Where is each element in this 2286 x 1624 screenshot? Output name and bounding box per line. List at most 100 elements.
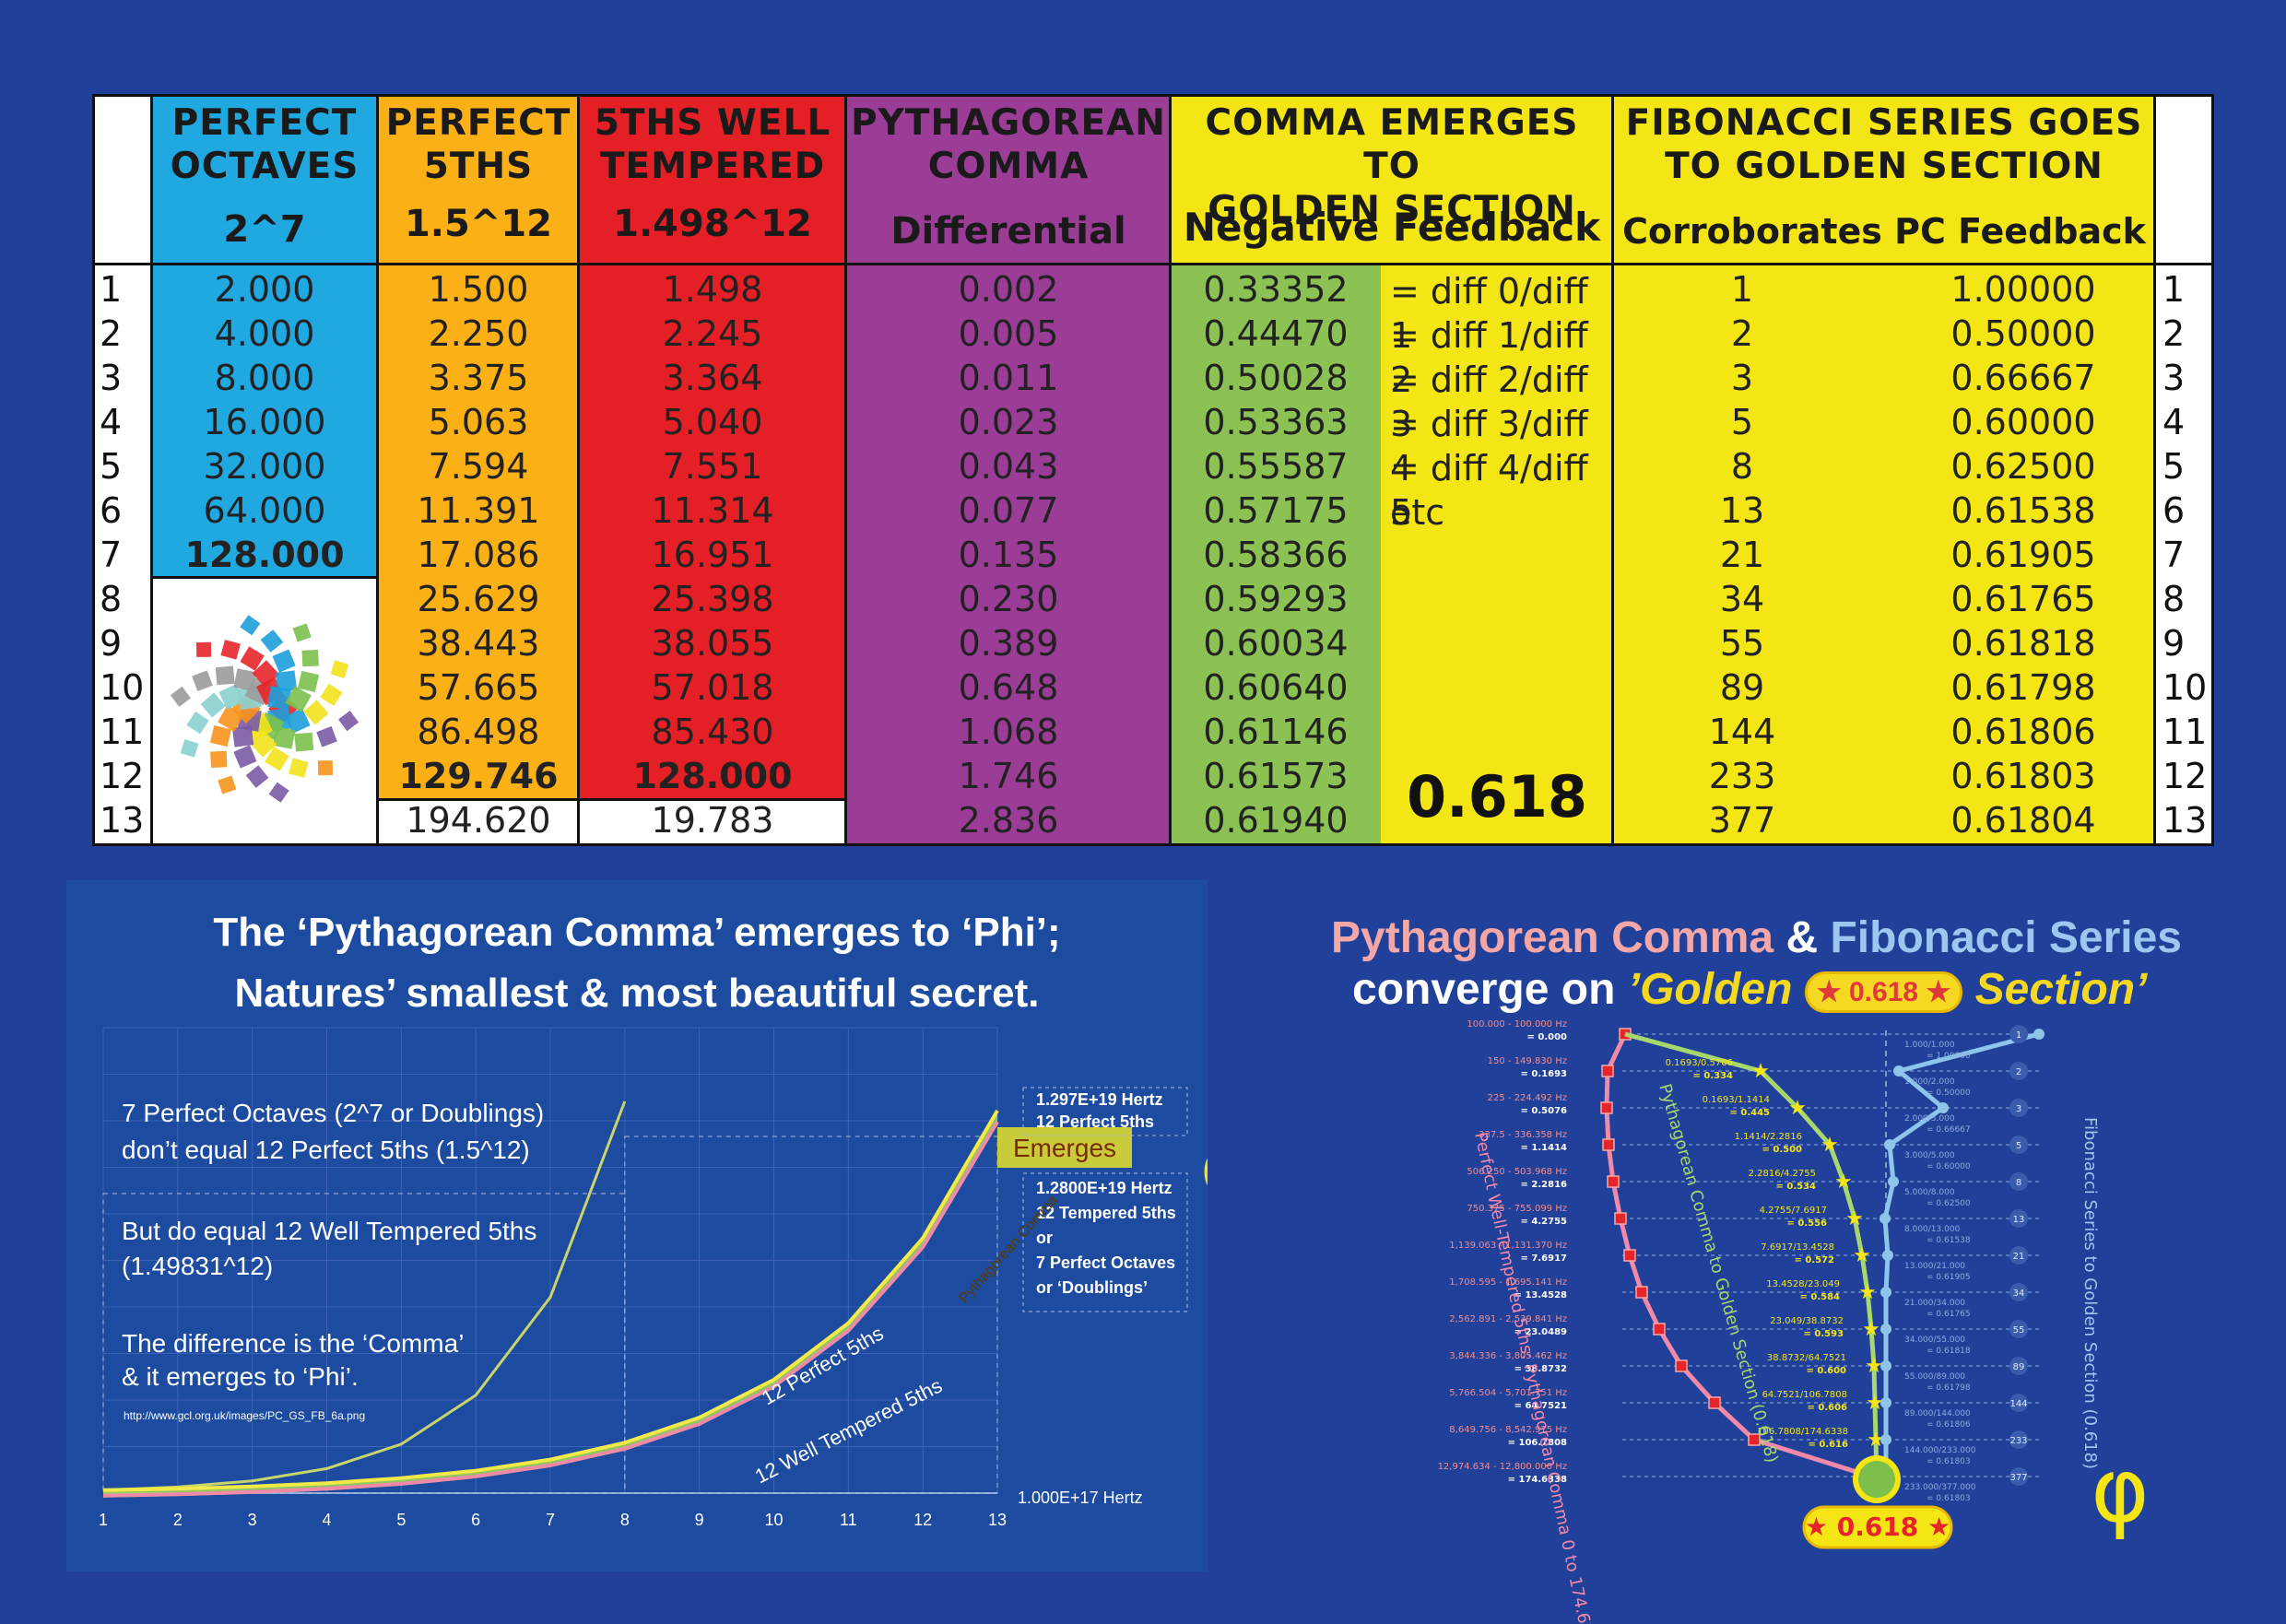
logo-tile [292,623,312,642]
fib-value-label: = 0.61765 [1927,1310,1971,1319]
row-number-left: 3 [100,358,123,398]
mid-ratio-label: 0.1693/1.1414 [1703,1095,1770,1105]
fib-ratio-label: 89.000/144.000 [1904,1409,1971,1418]
perfect-fifths-cell: 25.629 [417,579,540,619]
row-number-right: 1 [2162,269,2186,310]
x-tick-label: 13 [988,1511,1007,1529]
feedback-cell: 0.50028 [1203,358,1349,398]
octaves-cell: 4.000 [214,313,315,354]
fib-ratio-cell: 0.66667 [1950,358,2096,398]
perfect-fifths-cell: 17.086 [417,535,540,575]
pc-range-label: 100.000 - 100.000 Hz [1467,1019,1567,1030]
feedback-cell: 0.60640 [1203,667,1349,708]
logo-tile [218,705,244,732]
pc-value-label: = 64.7521 [1514,1401,1567,1411]
fib-num-dot [2009,1172,2028,1191]
x-tick-label: 9 [695,1511,704,1529]
logo-tile [220,640,241,660]
text-difference-line1: The difference is the ‘Comma’ [122,1329,464,1358]
pc-range-label: 750.375 - 755.099 Hz [1467,1204,1567,1214]
mid-value-label: = 0.445 [1730,1108,1771,1118]
feedback-cell: 0.59293 [1203,579,1349,619]
logo-tile [245,765,269,788]
fib-num-label: 144 [2009,1399,2027,1409]
left-title-line1: The ‘Pythagorean Comma’ emerges to ‘Phi’… [213,910,1061,955]
pc-point [1675,1359,1688,1372]
fib-num-label: 55 [2013,1325,2025,1336]
x-tick-label: 12 [913,1511,932,1529]
feedback-cell: 0.44470 [1203,313,1349,354]
mid-value-label: = 0.572 [1795,1255,1835,1265]
logo-tile [240,646,265,671]
logo-tile [317,760,333,776]
well-tempered-cell: 19.783 [651,800,774,841]
well-tempered-cell: 1.498 [662,269,763,310]
pc-range-label: 3,844.336 - 3,805.462 Hz [1449,1351,1567,1361]
fib-value-label: = 0.61806 [1927,1420,1971,1430]
octaves-cell: 64.000 [203,490,326,531]
feedback-column [1171,265,1381,846]
data-table: PERFECT OCTAVES 2^7 PERFECT 5THS 1.5^12 5T… [92,94,2214,846]
mid-star-icon: ★ [1821,1134,1839,1157]
feedback-header-bg [1171,94,1381,265]
fib-num-label: 1 [2016,1030,2021,1041]
fib-cell: 8 [1730,446,1754,487]
comma-cell: 1.746 [958,756,1059,796]
x-tick-label: 5 [396,1511,406,1529]
logo-tile [186,712,209,735]
pc-value-label: = 23.0489 [1514,1327,1567,1337]
fib-value-label: = 0.50000 [1927,1089,1971,1098]
logo-tile [170,686,191,707]
comma-cell: 0.230 [958,579,1059,619]
pc-range-label: 2,562.891 - 2,539.841 Hz [1449,1314,1567,1324]
mid-star-icon: ★ [1834,1171,1853,1194]
fib-point [1880,1397,1891,1408]
mid-star-icon: ★ [1865,1355,1883,1378]
row-number-left: 2 [100,313,123,354]
well-tempered-column [579,94,846,799]
mid-star-icon: ★ [1862,1318,1880,1341]
fib-cell: 5 [1730,402,1754,442]
top-note-line1: 1.297E+19 Hertz [1036,1090,1163,1109]
logo-tile [316,726,337,747]
logo-tile [240,615,261,636]
logo-tile [338,711,359,732]
comma-cell: 0.023 [958,402,1059,442]
pc-value-label: = 174.6338 [1508,1475,1567,1485]
fib-ratio-cell: 0.61765 [1950,579,2096,619]
logo-tile [233,745,257,769]
fib-num-label: 233 [2009,1436,2027,1446]
logo-tile [294,732,314,752]
fib-cell: 233 [1708,756,1776,796]
comma-cell: 0.002 [958,269,1059,310]
perfect-fifths-cell: 2.250 [428,313,529,354]
row-number-right: 3 [2162,358,2186,398]
pc-value-label: = 38.8732 [1514,1364,1567,1374]
mid-value-label: = 0.600 [1807,1366,1847,1376]
pc-range-label: 225 - 224.492 Hz [1488,1093,1567,1103]
octaves-column [151,94,378,578]
text-difference-line2: & it emerges to ‘Phi’. [122,1362,359,1391]
comma-cell: 0.011 [958,358,1059,398]
fib-num-label: 21 [2013,1252,2025,1262]
logo-tile [249,730,277,758]
logo-tile [272,649,296,673]
mid-ratio-label: 7.6917/13.4528 [1761,1242,1834,1253]
feedback-cell: 0.33352 [1203,269,1349,310]
feedback-cell: 0.60034 [1203,623,1349,664]
fib-num-dot [2009,1320,2028,1338]
mid-star-icon: ★ [1867,1429,1885,1452]
mid-star-icon: ★ [1866,1392,1884,1415]
row-number-left: 5 [100,446,123,487]
fib-ratio-label: 1.000/2.000 [1904,1077,1955,1087]
feedback-cell: 0.61146 [1203,712,1349,752]
fib-vertical-label: Fibonacci Series to Golden Section (0.61… [2080,1117,2100,1469]
perfect-fifths-cell: 129.746 [398,756,559,796]
perfect-fifths-cell: 11.391 [417,490,540,531]
logo-tile [285,686,312,712]
pc-value-label: = 7.6917 [1521,1253,1567,1264]
pc-value-label: = 1.1414 [1521,1143,1567,1153]
fib-cell: 2 [1730,313,1754,354]
source-url: http://www.gcl.org.uk/images/PC_GS_FB_6a… [124,1409,365,1422]
